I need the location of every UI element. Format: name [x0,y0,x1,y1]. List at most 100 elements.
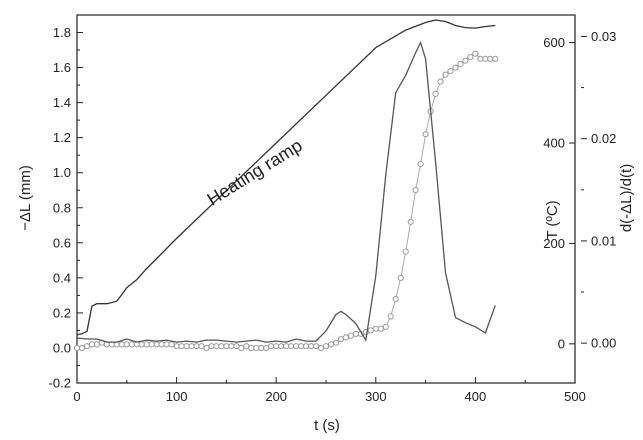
x-tick-label: 100 [166,389,188,404]
data-point [298,343,305,350]
data-point [88,341,96,348]
data-point [347,332,354,339]
y-left-axis-title: −ΔL (mm) [17,165,34,231]
data-point [447,68,454,75]
y-temperature-tick-label: 0 [558,336,565,351]
data-point [288,343,295,350]
series-line [77,52,496,349]
series-line [76,19,496,336]
data-point [163,341,170,348]
data-point [382,323,389,330]
y-left-axis: -0.2 0.0 0.2 0.4 0.6 0.8 1.0 1.2 1.4 1.6 1.8 [49,14,83,391]
data-point [78,344,86,352]
data-point [437,78,444,85]
y-temperature-axis-title: T (ºC) [544,200,561,239]
plot-area-border [76,14,576,384]
y-left-tick-label: 1.2 [53,130,71,145]
y-left-tick-label: 0.0 [53,340,71,355]
data-point [138,341,145,348]
y-left-tick-label: 0.6 [53,235,71,250]
data-point [148,341,155,348]
data-point [312,343,320,350]
data-point [193,343,200,350]
y-left-tick-label: 0.8 [53,200,71,215]
y-left-tick-label: -0.2 [49,376,71,391]
x-axis-title: t (s) [314,417,340,434]
data-point [337,336,344,343]
y-left-tick-label: 0.4 [53,270,71,285]
x-tick-label: 0 [73,389,80,404]
data-point [198,343,205,350]
y-rate-tick-label: 0.01 [591,233,616,248]
data-point [273,343,280,350]
data-point [422,131,429,138]
data-point [188,343,195,350]
y-rate-tick-label: 0.03 [591,29,616,44]
data-point [442,71,449,78]
data-point [93,341,101,348]
y-left-tick-label: 1.0 [53,165,71,180]
data-point [223,343,230,350]
data-point [203,344,210,352]
data-point [432,90,439,98]
y-rate-tick-label: 0.02 [591,131,616,146]
data-point [372,325,379,332]
y-left-tick-label: 1.8 [53,25,71,40]
data-point [402,248,409,255]
data-point [492,55,499,62]
data-point [243,343,250,350]
y-rate-axis: 0.00 0.01 0.02 0.03 [581,29,616,351]
data-point [293,343,300,350]
series-T [76,19,496,336]
data-point [417,160,424,168]
x-tick-label: 300 [365,389,387,404]
x-tick-label: 200 [265,389,287,404]
data-point [457,61,464,68]
y-temperature-tick-label: 600 [543,35,565,50]
series-layer [73,19,499,352]
data-point [327,341,335,348]
data-point [477,55,484,62]
data-point [322,343,330,350]
x-axis: 0 100 200 300 400 500 [73,377,586,404]
annotation-heating-ramp: Heating ramp [204,135,306,209]
y-left-tick-label: 1.6 [53,60,71,75]
y-left-tick-label: 0.2 [53,305,71,320]
series-left [73,50,499,352]
x-tick-label: 500 [564,389,586,404]
data-point [278,343,285,350]
data-point [472,50,479,57]
data-point [317,344,325,352]
y-temperature-tick-label: 200 [543,236,565,251]
data-point [407,218,414,225]
data-point [352,330,359,337]
data-point [263,344,270,352]
data-point [153,341,160,348]
data-point [173,343,180,350]
data-point [118,341,125,348]
data-point [412,187,419,194]
data-point [487,55,494,62]
data-point [467,54,474,61]
plot-frame [76,14,576,384]
data-point [332,339,340,346]
data-point [253,344,260,352]
data-point [452,64,459,71]
data-point [213,343,220,350]
data-point [387,313,394,320]
data-point [303,343,310,350]
data-point [128,341,135,348]
series-line [76,40,496,343]
data-point [178,343,185,350]
data-point [248,344,255,352]
y-rate-tick-label: 0.00 [591,336,616,351]
data-point [228,343,235,350]
data-point [123,341,130,348]
data-point [218,343,225,350]
data-point [168,341,175,348]
data-point [377,325,384,332]
y-rate-axis-title: d(-ΔL)/d(t) [618,164,635,232]
data-point [397,274,404,281]
data-point [238,344,245,352]
